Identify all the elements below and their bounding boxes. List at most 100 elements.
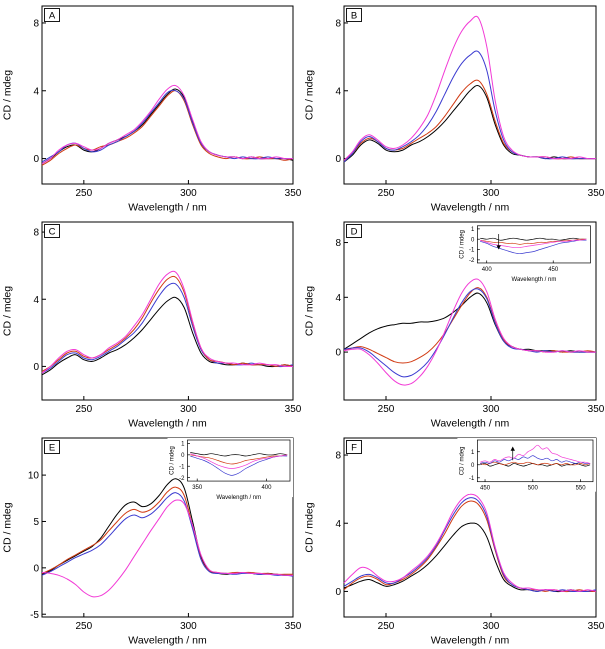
series-line-blue <box>343 288 596 378</box>
y-axis-label: CD / mdeg <box>2 286 14 336</box>
y-axis-label: CD / mdeg <box>304 70 316 120</box>
y-tick-label: -5 <box>30 610 39 621</box>
y-tick-label: 1 <box>471 450 475 456</box>
series-group <box>190 452 288 476</box>
y-tick-label: 4 <box>335 519 341 530</box>
y-tick-label: 8 <box>335 238 341 249</box>
x-tick-label: 550 <box>576 486 587 492</box>
panel-letter: F <box>351 443 357 454</box>
y-axis-label: CD / mdeg <box>459 230 465 259</box>
y-tick-label: -1 <box>179 464 185 470</box>
series-line-blue <box>480 455 591 464</box>
x-tick-label: 500 <box>528 486 539 492</box>
series-line-magenta <box>343 15 597 161</box>
series-group <box>41 270 294 376</box>
x-tick-label: 250 <box>75 621 92 632</box>
series-line-red <box>343 500 597 593</box>
x-tick-label: 250 <box>378 621 395 632</box>
series-group <box>480 444 591 467</box>
series-line-magenta <box>41 499 294 598</box>
series-group <box>343 493 597 593</box>
x-tick-label: 300 <box>180 404 197 415</box>
panel-svg-C: 250 300 350 0 4 8 Wavelength / nm CD / mdeg C <box>2 221 302 430</box>
series-line-red <box>190 454 288 465</box>
panel-E: 250 300 350 -5 0 5 10 Wavelength / nm CD / mdeg 3… <box>0 432 302 649</box>
series-line-black <box>480 237 587 241</box>
x-axis-label: Wavelength / nm <box>128 635 207 647</box>
y-tick-label: 0 <box>33 362 39 373</box>
x-axis-label: Wavelength / nm <box>128 202 207 214</box>
series-line-blue <box>41 89 293 163</box>
y-axis-label: CD / mdeg <box>304 286 316 336</box>
y-tick-label: 4 <box>335 293 341 304</box>
x-tick-label: 350 <box>285 188 302 199</box>
series-line-red <box>41 486 293 575</box>
y-tick-label: -2 <box>469 258 475 264</box>
panel-B: 250 300 350 0 4 8 Wavelength / nm CD / mdeg B <box>302 0 605 216</box>
series-line-blue <box>343 50 596 163</box>
x-axis-label: Wavelength / nm <box>512 277 557 283</box>
axis-frame <box>41 5 294 185</box>
y-tick-label: -1 <box>469 476 475 482</box>
panel-F: 250 300 350 0 4 8 Wavelength / nm CD / mdeg 450 5… <box>302 432 605 649</box>
panel-letter: E <box>49 443 55 454</box>
panel-label-box <box>44 224 60 238</box>
panel-letter: B <box>351 11 357 22</box>
arrow-down-icon <box>496 245 501 250</box>
series-line-black <box>343 522 597 593</box>
series-group <box>41 84 294 166</box>
series-line-red <box>480 461 591 466</box>
series-line-black <box>41 296 294 376</box>
y-axis-label: CD / mdeg <box>304 502 316 552</box>
y-tick-label: 1 <box>471 227 475 233</box>
series-line-black <box>41 88 294 165</box>
y-tick-label: 0 <box>33 563 39 574</box>
x-axis-label: Wavelength / nm <box>431 202 510 214</box>
series-line-magenta <box>479 238 587 248</box>
x-axis-label: Wavelength / nm <box>128 418 207 430</box>
panel-label-box <box>346 440 362 454</box>
x-axis-label: Wavelength / nm <box>431 418 510 430</box>
y-tick-label: 0 <box>471 463 475 469</box>
series-line-magenta <box>480 444 591 464</box>
panel-svg-A: 250 300 350 0 4 8 Wavelength / nm CD / mdeg A <box>2 5 302 214</box>
x-tick-label: 450 <box>548 267 559 273</box>
series-line-black <box>190 452 288 457</box>
arrow-up-icon <box>510 446 515 451</box>
x-tick-label: 300 <box>483 188 500 199</box>
series-group <box>343 278 597 386</box>
x-tick-label: 300 <box>180 188 197 199</box>
panel-letter: A <box>49 11 56 22</box>
panel-svg-F: 250 300 350 0 4 8 Wavelength / nm CD / mdeg 450 5… <box>304 437 605 647</box>
x-tick-label: 350 <box>285 621 302 632</box>
axis-frame <box>477 225 591 264</box>
x-tick-label: 400 <box>261 485 272 491</box>
x-tick-label: 250 <box>75 404 92 415</box>
panel-label-box <box>44 8 60 22</box>
inset-background <box>457 223 594 279</box>
series-line-magenta <box>343 493 597 592</box>
series-line-blue <box>41 282 294 374</box>
panel-A: 250 300 350 0 4 8 Wavelength / nm CD / mdeg A <box>0 0 302 216</box>
panel-D: 250 300 350 0 4 8 Wavelength / nm CD / mdeg 400 4… <box>302 216 605 432</box>
series-line-red <box>480 238 587 245</box>
series-line-magenta <box>41 84 294 165</box>
x-tick-label: 300 <box>483 404 500 415</box>
panel-C: 250 300 350 0 4 8 Wavelength / nm CD / mdeg C <box>0 216 302 432</box>
inset-background <box>167 438 293 498</box>
x-tick-label: 350 <box>588 404 605 415</box>
axis-frame <box>41 221 294 401</box>
panel-label-box <box>44 440 60 454</box>
y-tick-label: 10 <box>28 471 40 482</box>
y-tick-label: 4 <box>33 86 39 97</box>
series-line-magenta <box>41 270 294 374</box>
axis-frame <box>343 221 597 401</box>
y-tick-label: 0 <box>471 237 475 243</box>
series-line-black <box>343 84 596 163</box>
series-line-magenta <box>343 278 597 386</box>
x-tick-label: 350 <box>285 404 302 415</box>
y-tick-label: 1 <box>181 442 185 448</box>
axis-frame <box>477 439 594 483</box>
